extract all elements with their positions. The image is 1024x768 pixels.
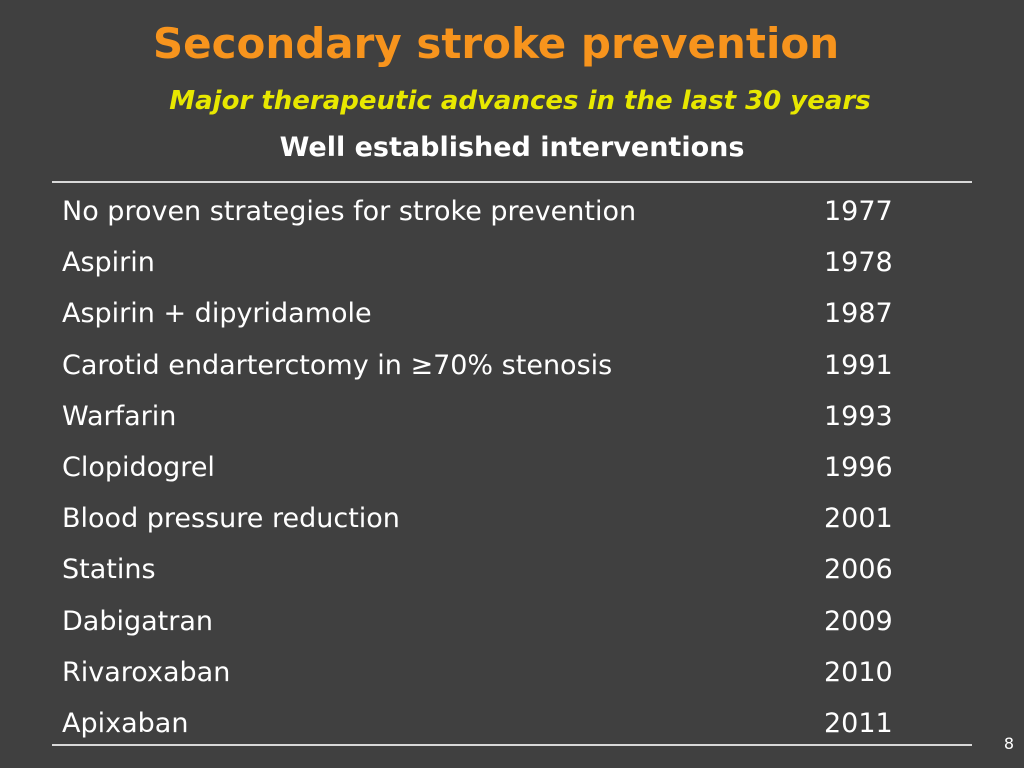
table-row: Aspirin 1978 — [62, 237, 962, 288]
table-row: No proven strategies for stroke preventi… — [62, 186, 962, 237]
intervention-year: 1987 — [824, 298, 893, 330]
intervention-name: Statins — [62, 554, 156, 586]
intervention-name: Carotid endarterctomy in ≥70% stenosis — [62, 349, 613, 381]
table-row: Apixaban 2011 — [62, 698, 962, 749]
interventions-table: No proven strategies for stroke preventi… — [62, 186, 962, 749]
page-number: 8 — [1003, 734, 1014, 753]
table-row: Dabigatran 2009 — [62, 596, 962, 647]
table-bottom-rule — [52, 744, 972, 746]
intervention-year: 1993 — [824, 400, 893, 432]
intervention-year: 1991 — [824, 349, 893, 381]
intervention-name: Apixaban — [62, 707, 189, 739]
intervention-name: No proven strategies for stroke preventi… — [62, 196, 637, 227]
intervention-year: 1977 — [824, 196, 893, 227]
slide-title: Secondary stroke prevention — [152, 19, 840, 68]
intervention-name: Dabigatran — [62, 605, 214, 637]
slide-subtitle: Major therapeutic advances in the last 3… — [169, 86, 871, 116]
intervention-name: Warfarin — [62, 400, 177, 432]
table-row: Statins 2006 — [62, 544, 962, 595]
table-row: Blood pressure reduction 2001 — [62, 493, 962, 544]
table-heading: Well established interventions — [279, 132, 745, 163]
table-top-rule — [52, 181, 972, 183]
intervention-year: 1996 — [824, 451, 893, 483]
intervention-year: 2006 — [824, 554, 893, 586]
intervention-year: 2001 — [824, 503, 893, 535]
intervention-year: 2009 — [824, 605, 893, 637]
intervention-name: Clopidogrel — [62, 451, 215, 483]
intervention-year: 2010 — [824, 656, 893, 688]
intervention-name: Rivaroxaban — [62, 656, 231, 688]
intervention-year: 2011 — [824, 707, 893, 739]
table-row: Aspirin + dipyridamole 1987 — [62, 288, 962, 339]
intervention-name: Aspirin — [62, 247, 155, 279]
table-row: Carotid endarterctomy in ≥70% stenosis 1… — [62, 340, 962, 391]
intervention-name: Aspirin + dipyridamole — [62, 298, 372, 330]
table-row: Rivaroxaban 2010 — [62, 647, 962, 698]
intervention-name: Blood pressure reduction — [62, 503, 400, 535]
table-row: Clopidogrel 1996 — [62, 442, 962, 493]
intervention-year: 1978 — [824, 247, 893, 279]
table-row: Warfarin 1993 — [62, 391, 962, 442]
